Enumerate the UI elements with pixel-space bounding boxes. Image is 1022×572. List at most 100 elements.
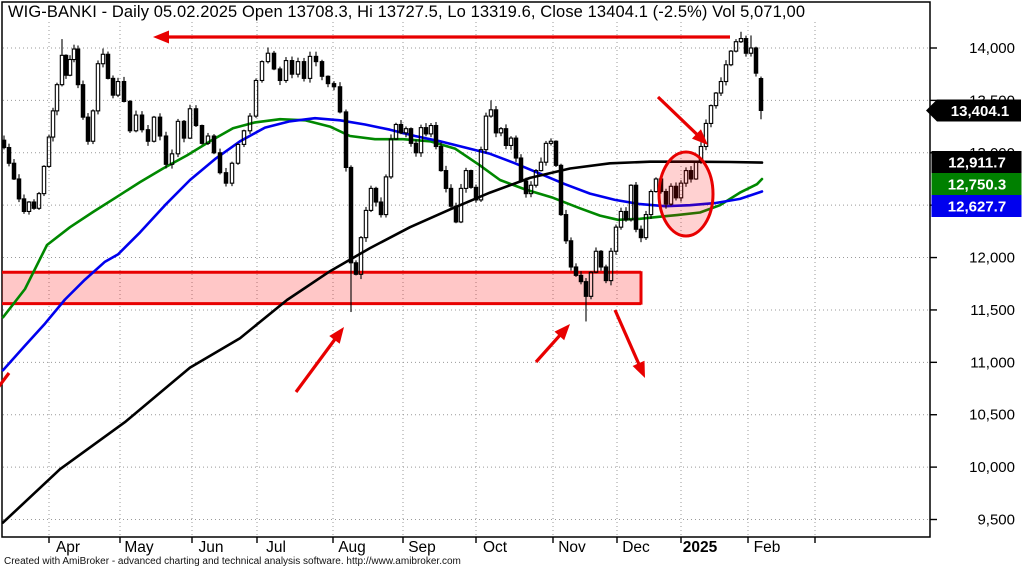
candle-down — [211, 135, 217, 154]
candle-down — [558, 164, 564, 216]
candle-up — [648, 190, 654, 216]
candle-up — [151, 116, 157, 142]
red-arrow-shaft — [613, 309, 643, 371]
candle-down — [348, 166, 354, 264]
candle-down — [21, 198, 27, 213]
candle-up — [95, 63, 101, 112]
candle-up — [393, 123, 399, 140]
candle-up — [533, 170, 539, 186]
candle-up — [187, 108, 193, 139]
candle-up — [488, 109, 494, 117]
candle-down — [289, 60, 295, 75]
candle-up — [363, 209, 369, 239]
candle-down — [85, 116, 91, 142]
candle-down — [193, 108, 199, 127]
candle-up — [703, 122, 709, 148]
candle-down — [523, 180, 529, 195]
candle-down — [11, 162, 17, 180]
ma-blue-value-tag-label: 12,627.7 — [948, 199, 1006, 216]
candle-up — [59, 54, 65, 86]
candle-up — [307, 55, 313, 79]
close-price-tag-label: 13,404.1 — [951, 103, 1009, 120]
candle-down — [638, 228, 644, 239]
x-axis-label: Apr — [56, 539, 80, 556]
candle-down — [573, 266, 579, 276]
candle-up — [733, 41, 739, 52]
candle-down — [337, 86, 343, 113]
y-axis-label: 10,000 — [969, 459, 1015, 476]
candle-up — [36, 193, 42, 209]
candle-up — [175, 120, 181, 155]
candle-down — [453, 205, 459, 223]
candle-down — [688, 170, 694, 180]
candle-up — [54, 84, 60, 112]
y-axis-label: 9,500 — [977, 512, 1015, 529]
ma-green-value-tag-label: 12,750.3 — [948, 177, 1006, 194]
candle-down — [438, 145, 444, 172]
candle-up — [50, 110, 56, 138]
ma-green-value-tag — [931, 173, 1022, 195]
candle-down — [80, 84, 86, 118]
candle-up — [100, 53, 106, 65]
candle-up — [748, 47, 754, 54]
y-axis-label: 10,500 — [969, 407, 1015, 424]
candle-up — [718, 80, 724, 94]
candle-down — [758, 78, 764, 111]
candle-down — [413, 142, 419, 154]
candle-up — [358, 237, 364, 275]
candle-down — [301, 61, 307, 79]
candle-down — [127, 100, 133, 132]
x-axis-label: Jul — [266, 539, 286, 556]
candle-up — [41, 165, 47, 195]
candle-down — [139, 114, 145, 131]
candle-down — [145, 129, 151, 142]
candle-down — [578, 274, 584, 283]
amibroker-credit: Created with AmiBroker - advanced charti… — [4, 556, 461, 567]
candle-down — [319, 61, 325, 77]
candle-up — [723, 64, 729, 83]
candle-down — [623, 210, 629, 221]
x-axis-label: Feb — [754, 539, 781, 556]
x-axis-label: Oct — [483, 539, 508, 556]
candle-down — [277, 68, 283, 82]
x-axis-label: 2025 — [683, 539, 718, 556]
candle-down — [473, 186, 479, 201]
candle-up — [368, 187, 374, 211]
candle-down — [408, 128, 414, 144]
candle-up — [235, 143, 241, 164]
candle-down — [503, 128, 509, 146]
candle-up — [458, 187, 464, 223]
candle-down — [6, 146, 12, 164]
candle-up — [478, 149, 484, 201]
y-axis-label: 11,500 — [970, 302, 1015, 319]
candle-up — [259, 61, 265, 82]
candle-down — [75, 48, 81, 86]
candle-down — [398, 123, 404, 134]
candle-down — [513, 137, 519, 159]
candle-up — [418, 127, 424, 154]
candle-up — [388, 138, 394, 178]
candle-up — [169, 153, 175, 165]
close-price-tag — [926, 99, 1021, 122]
candle-down — [353, 262, 359, 275]
candle-down — [331, 83, 337, 88]
candle-up — [613, 226, 619, 252]
ma-black-value-tag-label: 12,911.7 — [948, 155, 1006, 172]
candle-down — [633, 184, 639, 230]
candle-down — [343, 111, 349, 168]
candle-up — [528, 184, 534, 195]
candle-up — [608, 250, 614, 282]
candle-down — [598, 250, 604, 268]
candle-up — [46, 136, 52, 167]
candle-down — [1, 139, 7, 149]
candle-down — [105, 53, 111, 79]
candle-down — [217, 152, 223, 174]
candle-up — [698, 145, 704, 163]
candle-down — [673, 185, 679, 199]
candle-up — [265, 52, 271, 63]
candle-down — [223, 172, 229, 184]
x-axis-label: Nov — [558, 539, 586, 556]
red-arrow-head — [554, 324, 570, 341]
candle-up — [133, 114, 139, 132]
